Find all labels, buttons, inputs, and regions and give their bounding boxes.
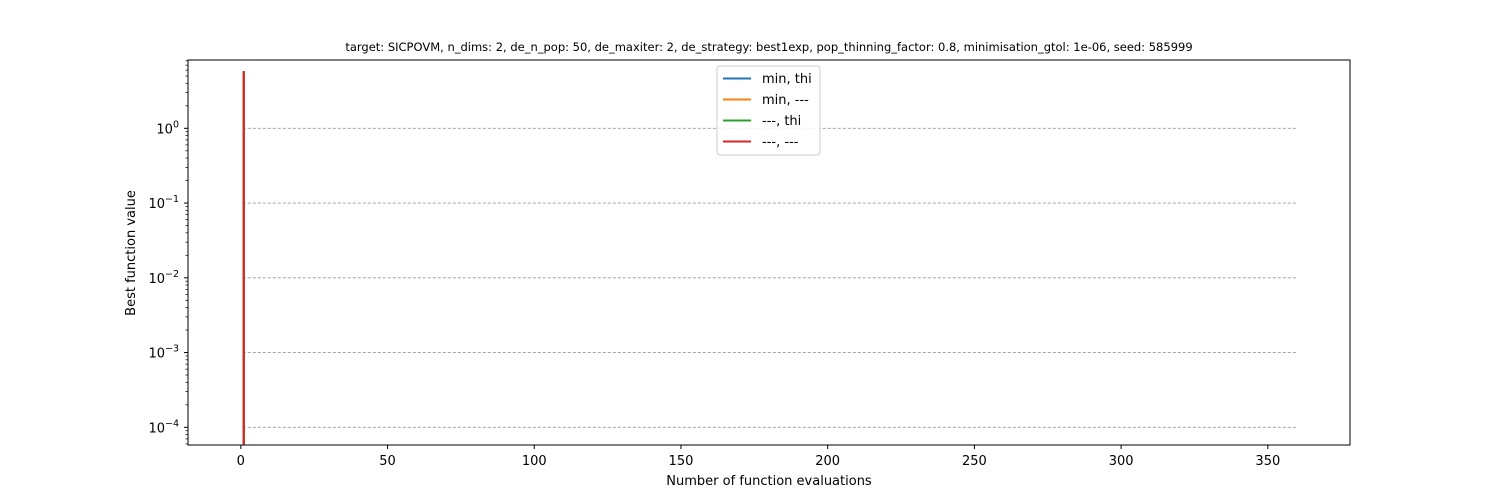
legend: min, thi min, --- ---, thi ---, --- <box>716 65 821 156</box>
y-tick-label-1: 10−3 <box>148 344 179 362</box>
y-axis: 10−4 10−3 10−2 10−1 100 <box>148 60 188 445</box>
x-axis: 0 50 100 150 200 250 300 350 <box>237 445 1280 469</box>
x-tick-label-2: 100 <box>522 454 547 469</box>
legend-label-1: min, --- <box>762 93 809 108</box>
x-tick-label-3: 150 <box>669 454 694 469</box>
legend-box <box>716 65 821 156</box>
grid-lines <box>242 127 1298 428</box>
x-tick-label-0: 0 <box>237 454 245 469</box>
y-axis-title: Best function value <box>124 190 139 316</box>
x-tick-label-4: 200 <box>815 454 840 469</box>
y-tick-label-2: 10−2 <box>148 269 179 287</box>
x-axis-title: Number of function evaluations <box>666 474 872 489</box>
x-tick-label-7: 350 <box>1255 454 1280 469</box>
legend-label-3: ---, --- <box>762 135 799 150</box>
y-tick-label-0: 10−4 <box>148 418 179 436</box>
chart-title: target: SICPOVM, n_dims: 2, de_n_pop: 50… <box>345 40 1192 54</box>
legend-label-2: ---, thi <box>762 114 801 129</box>
legend-label-0: min, thi <box>762 72 812 87</box>
y-tick-label-4: 100 <box>156 119 179 137</box>
x-tick-label-5: 250 <box>962 454 987 469</box>
x-tick-label-6: 300 <box>1109 454 1134 469</box>
y-tick-label-3: 10−1 <box>148 194 179 212</box>
x-tick-label-1: 50 <box>379 454 396 469</box>
plot-area <box>187 59 1351 446</box>
